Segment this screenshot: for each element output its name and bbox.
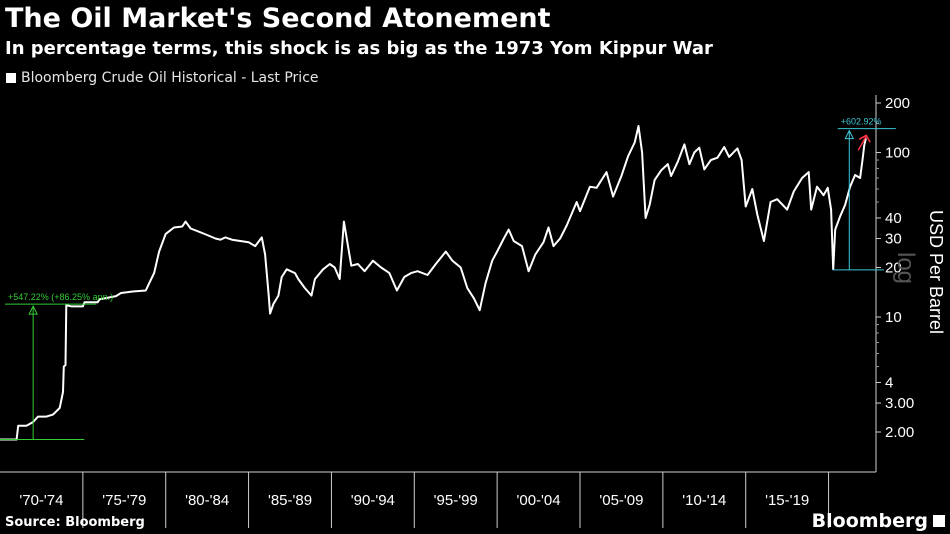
y-tick-label: 4 [885,374,893,391]
x-tick-label: '75-'79 [102,492,146,509]
x-tick-label: '70-'74 [19,492,63,509]
x-tick-label: '10-'14 [682,492,726,509]
legend-label: Bloomberg Crude Oil Historical - Last Pr… [21,70,319,86]
y-axis-label: USD Per Barrel [926,210,946,334]
y-tick-label: 100 [885,145,910,162]
x-tick-label: '80-'84 [185,492,229,509]
trend-arrow-head [858,134,871,143]
chart-icon [933,515,945,527]
annotation-label: +602.92% [841,117,882,127]
y-tick-label: 40 [885,210,902,227]
x-tick-label: '15-'19 [765,492,809,509]
x-tick-label: '05-'09 [599,492,643,509]
legend: Bloomberg Crude Oil Historical - Last Pr… [6,70,319,86]
brand-name: Bloomberg [811,510,928,532]
annotation-marker [28,304,38,315]
annotation-label: +547.22% (+86.25% ann.) [8,292,113,302]
annotation-marker [844,129,855,140]
legend-swatch [6,73,16,83]
x-tick-label: '00-'04 [517,492,561,509]
y-tick-label: 200 [885,95,910,112]
log-scale-label: log [892,252,919,284]
x-tick-label: '95-'99 [434,492,478,509]
y-tick-label: 20 [885,260,902,277]
x-tick-label: '90-'94 [351,492,395,509]
chart-subtitle: In percentage terms, this shock is as bi… [5,38,713,59]
source-note: Source: Bloomberg [5,515,145,530]
series-line [0,125,867,441]
brand-logo: Bloomberg [812,510,945,532]
y-tick-label: 3.00 [885,395,914,412]
y-tick-label: 30 [885,231,902,248]
chart-title: The Oil Market's Second Atonement [5,3,551,34]
y-tick-label: 10 [885,309,902,326]
trend-arrow-shaft [857,135,867,151]
y-tick-label: 2.00 [885,424,914,441]
x-tick-label: '85-'89 [268,492,312,509]
